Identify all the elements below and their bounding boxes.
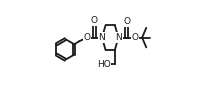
Text: O: O xyxy=(84,33,90,42)
Text: O: O xyxy=(91,16,98,25)
Text: O: O xyxy=(123,17,130,26)
Text: O: O xyxy=(131,33,138,42)
Text: N: N xyxy=(115,33,122,42)
Text: HO: HO xyxy=(97,60,110,69)
Text: N: N xyxy=(99,33,105,42)
